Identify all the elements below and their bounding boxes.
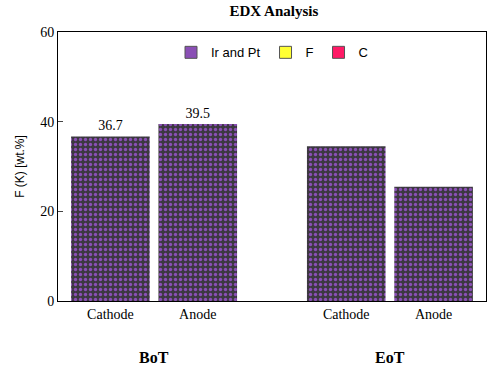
svg-text:EoT: EoT — [375, 349, 405, 366]
svg-text:BoT: BoT — [139, 349, 169, 366]
svg-text:F: F — [306, 45, 314, 60]
svg-text:Cathode: Cathode — [87, 307, 134, 322]
svg-text:F (K) [wt.%]: F (K) [wt.%] — [13, 135, 27, 198]
svg-text:36.7: 36.7 — [98, 118, 123, 133]
svg-text:Cathode: Cathode — [323, 307, 370, 322]
svg-text:0: 0 — [47, 294, 54, 309]
svg-text:40: 40 — [40, 115, 54, 130]
svg-text:C: C — [359, 45, 368, 60]
svg-text:EDX Analysis: EDX Analysis — [230, 3, 319, 19]
svg-text:Ir and Pt: Ir and Pt — [211, 45, 261, 60]
svg-text:60: 60 — [40, 25, 54, 40]
svg-text:Anode: Anode — [415, 307, 452, 322]
svg-text:Anode: Anode — [179, 307, 216, 322]
svg-text:39.5: 39.5 — [186, 106, 211, 121]
svg-text:20: 20 — [40, 204, 54, 219]
